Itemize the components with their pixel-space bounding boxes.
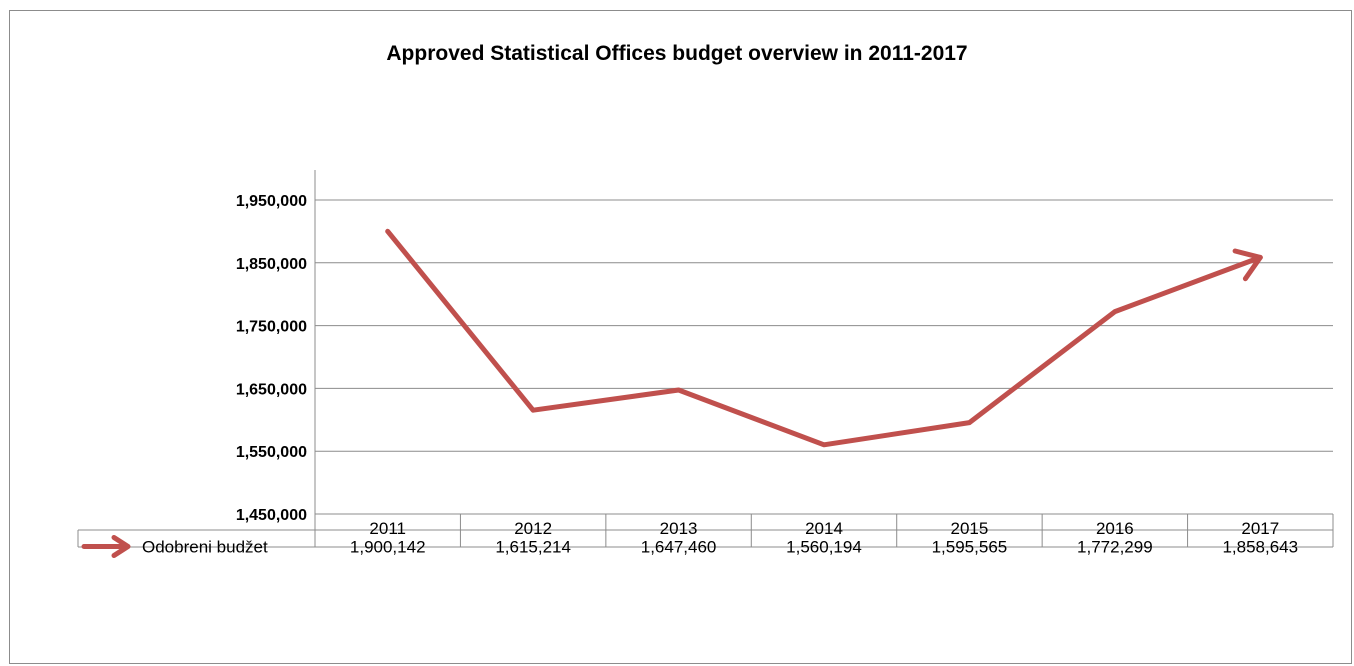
gridlines (315, 199, 1333, 452)
chart-frame (9, 10, 1352, 664)
data-table-cell: 1,772,299 (1077, 538, 1153, 557)
series-layer (385, 228, 1263, 448)
data-table-cell: 1,595,565 (932, 538, 1008, 557)
legend-arrow-head-icon (111, 535, 131, 558)
data-table-cell: 1,647,460 (641, 538, 717, 557)
x-tick-label: 2011 (369, 519, 406, 538)
data-table-cell: 1,900,142 (350, 538, 426, 557)
chart-title: Approved Statistical Offices budget over… (386, 42, 968, 65)
series-arrow-head (1232, 248, 1263, 282)
x-tick-label: 2017 (1241, 519, 1279, 538)
x-tick-label: 2013 (660, 519, 698, 538)
legend-series-name: Odobreni budžet (142, 538, 268, 557)
x-tick-label: 2014 (805, 519, 843, 538)
y-tick-label: 1,450,000 (236, 507, 307, 524)
y-tick-labels: 1,450,000 1,550,000 1,650,000 1,750,000 1,85… (236, 193, 307, 524)
y-tick-label: 1,850,000 (236, 256, 307, 273)
series-line (385, 228, 1263, 448)
y-tick-label: 1,750,000 (236, 319, 307, 336)
x-tick-label: 2016 (1096, 519, 1134, 538)
data-table: 2011 2012 2013 2014 2015 2016 2017 1,900,142 1,6… (77, 513, 1334, 558)
x-tick-label: 2012 (514, 519, 552, 538)
y-tick-label: 1,950,000 (236, 193, 307, 210)
x-tick-label: 2015 (951, 519, 989, 538)
data-table-cell: 1,615,214 (495, 538, 571, 557)
data-table-cell: 1,560,194 (786, 538, 862, 557)
y-tick-label: 1,650,000 (236, 381, 307, 398)
data-table-cell: 1,858,643 (1222, 538, 1298, 557)
y-tick-label: 1,550,000 (236, 444, 307, 461)
